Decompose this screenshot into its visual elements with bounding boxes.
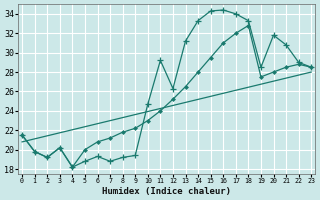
X-axis label: Humidex (Indice chaleur): Humidex (Indice chaleur) (102, 187, 231, 196)
